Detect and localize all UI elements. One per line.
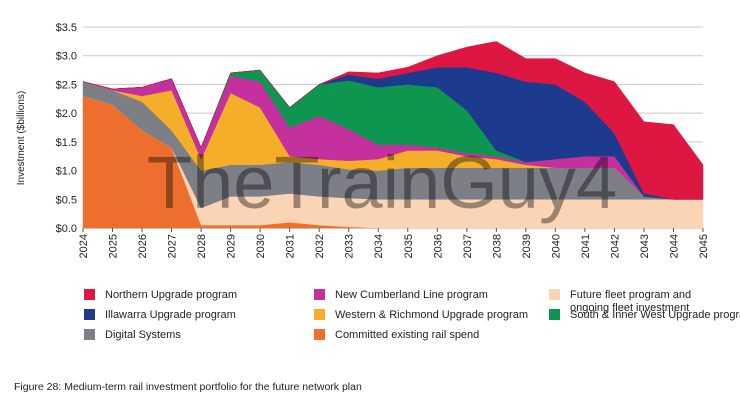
legend-label: Illawarra Upgrade program: [105, 309, 236, 321]
x-axis-ticks: 2024 2025 2026 2027 2028 2029 2030 2031 2032 2033…: [78, 228, 710, 258]
y-tick-label: $2.0: [56, 108, 77, 120]
legend-label: New Cumberland Line program: [335, 289, 488, 301]
legend-label: Committed existing rail spend: [335, 329, 479, 341]
x-tick-label: 2044: [669, 234, 681, 258]
x-tick-label: 2039: [521, 234, 533, 258]
x-tick-label: 2030: [255, 234, 267, 258]
x-tick-label: 2034: [373, 234, 385, 258]
legend-swatch: [314, 289, 325, 300]
x-tick-label: 2027: [167, 234, 179, 258]
x-tick-label: 2026: [137, 234, 149, 258]
legend: Northern Upgrade program New Cumberland L…: [84, 289, 740, 341]
legend-label: Future fleet program and: [570, 289, 691, 301]
legend-swatch: [549, 309, 560, 320]
x-tick-label: 2024: [78, 234, 90, 258]
y-axis-label: Investment ($billions): [16, 91, 27, 185]
x-tick-label: 2042: [609, 234, 621, 258]
watermark-text: TheTrainGuy4: [147, 141, 617, 224]
x-tick-label: 2045: [698, 234, 710, 258]
x-tick-label: 2036: [432, 234, 444, 258]
x-tick-label: 2028: [196, 234, 208, 258]
x-tick-label: 2038: [491, 234, 503, 258]
legend-label: ongoing fleet investment: [570, 302, 689, 314]
y-tick-label: $2.5: [56, 79, 77, 91]
x-tick-label: 2041: [580, 234, 592, 258]
series-area-7: [82, 41, 704, 200]
y-tick-label: $0.0: [56, 223, 77, 235]
series-areas: [82, 41, 704, 229]
legend-label: Western & Richmond Upgrade program: [335, 309, 528, 321]
figure-caption: Figure 28: Medium-term rail investment p…: [14, 381, 362, 393]
legend-swatch: [84, 329, 95, 340]
x-tick-label: 2040: [550, 234, 562, 258]
legend-swatch: [314, 309, 325, 320]
x-tick-label: 2033: [344, 234, 356, 258]
x-tick-label: 2031: [285, 234, 297, 258]
x-tick-label: 2029: [226, 234, 238, 258]
legend-swatch: [84, 289, 95, 300]
x-tick-label: 2037: [462, 234, 474, 258]
x-tick-label: 2043: [639, 234, 651, 258]
legend-label: Digital Systems: [105, 329, 181, 341]
legend-label: Northern Upgrade program: [105, 289, 237, 301]
y-tick-label: $3.0: [56, 51, 77, 63]
legend-swatch: [549, 289, 560, 300]
y-tick-label: $3.5: [56, 22, 77, 34]
y-tick-label: $1.0: [56, 166, 77, 178]
legend-swatch: [84, 309, 95, 320]
x-tick-label: 2035: [403, 234, 415, 258]
legend-label: South & Inner West Upgrade program: [570, 309, 740, 321]
x-tick-label: 2032: [314, 234, 326, 258]
legend-swatch: [314, 329, 325, 340]
y-tick-label: $1.5: [56, 137, 77, 149]
x-tick-label: 2025: [108, 234, 120, 258]
y-tick-label: $0.5: [56, 194, 77, 206]
y-axis-ticks: $0.0 $0.5 $1.0 $1.5 $2.0 $2.5 $3.0 $3.5: [56, 22, 77, 235]
